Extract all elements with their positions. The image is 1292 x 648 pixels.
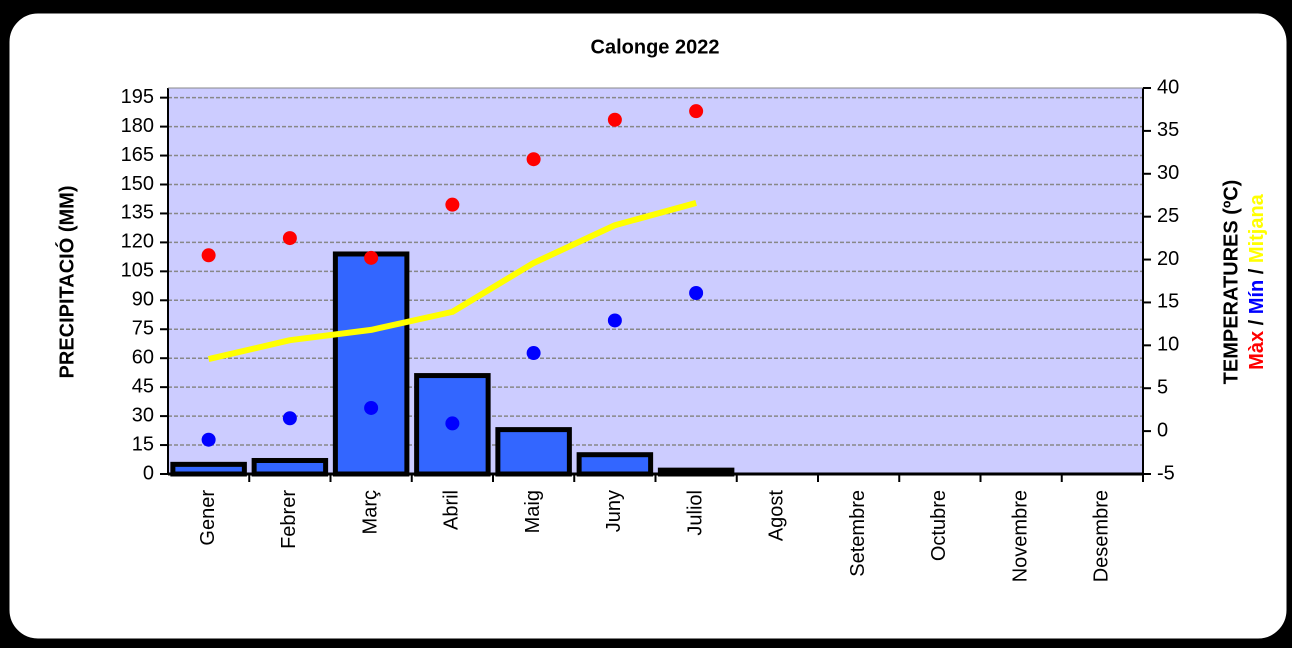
y-tick-label: 75 [132, 318, 154, 340]
y2-tick-label: -5 [1157, 462, 1175, 484]
y-tick-label: 15 [132, 433, 154, 455]
x-tick-label: Agost [766, 490, 788, 542]
y-tick-label: 165 [121, 144, 154, 166]
legend-mean: Mitjana [1246, 193, 1268, 263]
y-tick-label: 60 [132, 346, 154, 368]
y-tick-label: 120 [121, 231, 154, 253]
legend-sep: / [1246, 268, 1268, 274]
point [445, 197, 460, 212]
legend-sep: / [1246, 319, 1268, 325]
bar [332, 251, 410, 477]
y2-tick-label: 25 [1157, 205, 1179, 227]
y2-tick-label: 40 [1157, 76, 1179, 98]
x-tick-label: Abril [441, 490, 463, 530]
bar [495, 427, 572, 477]
y-tick-label: 30 [132, 404, 154, 426]
point [607, 112, 622, 127]
y2-tick-label: 0 [1157, 419, 1168, 441]
y-tick-label: 195 [121, 86, 154, 108]
x-tick-label: Març [359, 490, 381, 534]
point [526, 346, 541, 361]
plot-area [168, 88, 1143, 474]
point [201, 432, 216, 447]
x-tick-label: Maig [522, 490, 544, 533]
point [201, 248, 216, 263]
y-tick-label: 180 [121, 115, 154, 137]
y2-tick-label: 10 [1157, 334, 1179, 356]
y-tick-label: 90 [132, 289, 154, 311]
x-tick-label: Octubre [928, 490, 950, 561]
y2-axis-label: TEMPERATURES (ºC) [1220, 180, 1242, 385]
chart-title: Calonge 2022 [591, 36, 720, 58]
y-tick-label: 135 [121, 202, 154, 224]
line [207, 200, 697, 362]
y2-tick-label: 5 [1157, 377, 1168, 399]
point [364, 250, 379, 265]
y-axis-label: PRECIPITACIÓ (MM) [54, 186, 78, 379]
y2-axis-legend: Màx / Mín / Mitjana [1246, 193, 1268, 369]
legend-min: Mín [1246, 280, 1268, 314]
y2-tick-label: 35 [1157, 119, 1179, 141]
x-tick-label: Desembre [1091, 490, 1113, 582]
point [607, 313, 622, 328]
y2-tick-label: 30 [1157, 162, 1179, 184]
x-tick-label: Gener [197, 490, 219, 546]
y2-tick-label: 15 [1157, 291, 1179, 313]
y-tick-label: 105 [121, 260, 154, 282]
bar [251, 457, 329, 477]
point [364, 400, 379, 415]
legend-max: Màx [1246, 331, 1268, 370]
x-tick-label: Novembre [1009, 490, 1031, 582]
y-tick-label: 0 [143, 462, 154, 484]
point [445, 416, 460, 431]
point [689, 104, 704, 119]
point [282, 231, 297, 246]
x-tick-label: Juliol [684, 490, 706, 536]
x-tick-label: Juny [603, 490, 625, 532]
point [526, 152, 541, 167]
point [689, 286, 704, 301]
x-tick-label: Setembre [847, 490, 869, 577]
bar [576, 452, 654, 477]
y-tick-label: 45 [132, 375, 154, 397]
y2-tick-label: 20 [1157, 248, 1179, 270]
point [282, 411, 297, 426]
y-tick-label: 150 [121, 173, 154, 195]
x-tick-label: Febrer [278, 490, 300, 549]
